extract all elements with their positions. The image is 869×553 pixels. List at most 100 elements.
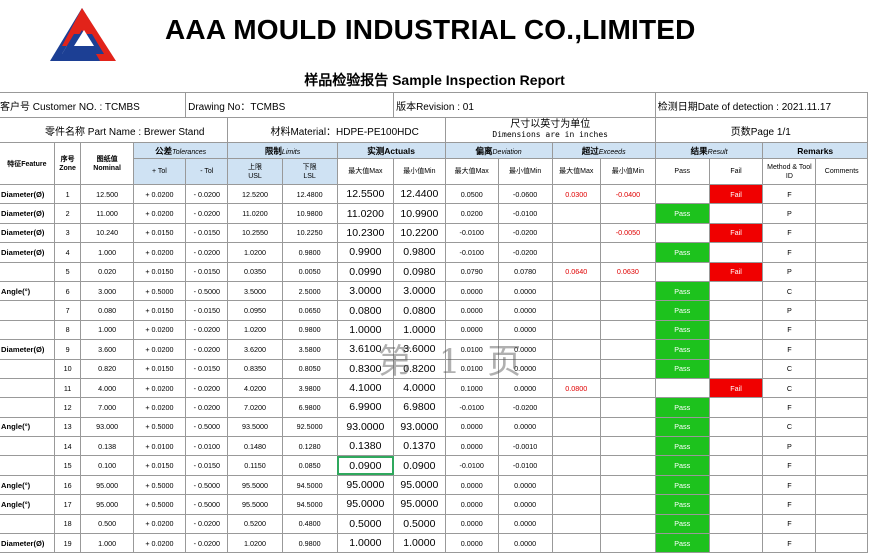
minus-tol-cell[interactable]: - 0.0200: [185, 513, 229, 535]
actual-min-cell[interactable]: 0.0980: [393, 261, 446, 282]
deviation-max-cell[interactable]: 0.0000: [444, 513, 499, 535]
nominal-cell[interactable]: 0.080: [80, 300, 134, 321]
lsl-cell[interactable]: 0.0650: [281, 300, 338, 321]
fail-cell[interactable]: Fail: [708, 377, 764, 399]
exceeds-min-cell[interactable]: [600, 377, 656, 399]
exceeds-max-cell[interactable]: 0.0640: [551, 261, 602, 282]
fail-cell[interactable]: [708, 203, 764, 224]
pass-cell[interactable]: Pass: [654, 358, 710, 379]
exceeds-min-cell[interactable]: [600, 436, 656, 457]
exceeds-min-cell[interactable]: [600, 397, 656, 418]
feature-cell[interactable]: Angle(°): [0, 280, 55, 302]
remarks-header[interactable]: Remarks: [762, 142, 868, 159]
usl-cell[interactable]: 3.5000: [227, 280, 283, 302]
feature-cell[interactable]: Angle(°): [0, 474, 55, 496]
exceeds-min-cell[interactable]: [600, 300, 656, 321]
actual-max-cell[interactable]: 93.0000: [336, 416, 395, 438]
usl-cell[interactable]: 0.8350: [227, 358, 283, 379]
part-name-cell[interactable]: 零件名称 Part Name : Brewer Stand: [0, 117, 229, 143]
feature-cell[interactable]: [0, 455, 55, 476]
exceeds-max-cell[interactable]: 0.0300: [551, 183, 602, 205]
plus-tol-cell[interactable]: + 0.0150: [132, 261, 187, 282]
nominal-cell[interactable]: 12.500: [80, 183, 134, 205]
actual-max-cell[interactable]: 0.8300: [336, 358, 395, 379]
zone-cell[interactable]: 1: [53, 183, 82, 205]
actual-max-cell[interactable]: 0.9900: [336, 242, 395, 263]
plus-tol-cell[interactable]: + 0.0150: [132, 222, 187, 244]
feature-cell[interactable]: [0, 261, 55, 282]
exceeds-max-cell[interactable]: 0.0800: [551, 377, 602, 399]
deviation-max-cell[interactable]: 0.0500: [444, 183, 499, 205]
exceeds-max-cell[interactable]: [551, 319, 602, 341]
method-cell[interactable]: P: [762, 261, 817, 282]
zone-cell[interactable]: 13: [53, 416, 82, 438]
minus-tol-cell[interactable]: - 0.0200: [185, 203, 229, 224]
minus-tol-cell[interactable]: - 0.0200: [185, 377, 229, 399]
deviation-max-cell[interactable]: -0.0100: [444, 222, 499, 244]
usl-cell[interactable]: 1.0200: [227, 242, 283, 263]
comments-cell[interactable]: [815, 183, 868, 205]
method-cell[interactable]: F: [762, 513, 817, 535]
comments-cell[interactable]: [815, 474, 868, 496]
zone-cell[interactable]: 7: [53, 300, 82, 321]
feature-cell[interactable]: [0, 513, 55, 535]
deviation-min-cell[interactable]: -0.0100: [497, 203, 553, 224]
comments-cell[interactable]: [815, 203, 868, 224]
usl-cell[interactable]: 7.0200: [227, 397, 283, 418]
exceeds-min-cell[interactable]: [600, 358, 656, 379]
nominal-cell[interactable]: 1.000: [80, 533, 134, 553]
nominal-cell[interactable]: 0.138: [80, 436, 134, 457]
comments-cell[interactable]: [815, 513, 868, 535]
fail-cell[interactable]: Fail: [708, 183, 764, 205]
exceeds-min-cell[interactable]: [600, 455, 656, 476]
fail-cell[interactable]: [708, 300, 764, 321]
deviation-header[interactable]: 偏离Deviation: [444, 142, 553, 159]
comments-cell[interactable]: [815, 339, 868, 360]
plus-tol-cell[interactable]: + 0.0200: [132, 397, 187, 418]
minus-tol-cell[interactable]: - 0.0200: [185, 339, 229, 360]
method-cell[interactable]: P: [762, 436, 817, 457]
exceeds-min-cell[interactable]: [600, 319, 656, 341]
exceeds-min-cell[interactable]: [600, 533, 656, 553]
fail-cell[interactable]: [708, 397, 764, 418]
method-cell[interactable]: C: [762, 280, 817, 302]
exceeds-min-header[interactable]: 最小值Min: [600, 158, 656, 185]
exceeds-max-cell[interactable]: [551, 242, 602, 263]
exceeds-max-cell[interactable]: [551, 494, 602, 515]
usl-cell[interactable]: 95.5000: [227, 474, 283, 496]
minus-tol-cell[interactable]: - 0.5000: [185, 280, 229, 302]
customer-no-cell[interactable]: 客户号 Customer NO. : TCMBS: [0, 92, 187, 118]
deviation-max-cell[interactable]: 0.0000: [444, 494, 499, 515]
deviation-min-cell[interactable]: 0.0780: [497, 261, 553, 282]
pass-header[interactable]: Pass: [654, 158, 710, 185]
lsl-cell[interactable]: 2.5000: [281, 280, 338, 302]
exceeds-min-cell[interactable]: [600, 474, 656, 496]
zone-cell[interactable]: 10: [53, 358, 82, 379]
feature-cell[interactable]: Diameter(Ø): [0, 222, 55, 244]
method-cell[interactable]: F: [762, 222, 817, 244]
tolerances-header[interactable]: 公差Tolerances: [132, 142, 229, 159]
usl-cell[interactable]: 12.5200: [227, 183, 283, 205]
plus-tol-cell[interactable]: + 0.0100: [132, 436, 187, 457]
method-header[interactable]: Method & Tool ID: [762, 158, 817, 185]
zone-cell[interactable]: 14: [53, 436, 82, 457]
result-header[interactable]: 结果Result: [654, 142, 764, 159]
usl-cell[interactable]: 0.0350: [227, 261, 283, 282]
fail-cell[interactable]: [708, 416, 764, 438]
deviation-min-cell[interactable]: 0.0000: [497, 416, 553, 438]
lsl-cell[interactable]: 0.1280: [281, 436, 338, 457]
feature-cell[interactable]: [0, 300, 55, 321]
deviation-min-cell[interactable]: 0.0000: [497, 300, 553, 321]
deviation-min-header[interactable]: 最小值Min: [497, 158, 553, 185]
deviation-max-cell[interactable]: -0.0100: [444, 397, 499, 418]
feature-cell[interactable]: Diameter(Ø): [0, 242, 55, 263]
pass-cell[interactable]: Pass: [654, 533, 710, 553]
usl-cell[interactable]: 0.1480: [227, 436, 283, 457]
actual-max-header[interactable]: 最大值Max: [336, 158, 395, 185]
feature-cell[interactable]: [0, 377, 55, 399]
actual-min-cell[interactable]: 4.0000: [393, 377, 446, 399]
plus-tol-cell[interactable]: + 0.0200: [132, 242, 187, 263]
fail-cell[interactable]: [708, 319, 764, 341]
minus-tol-cell[interactable]: - 0.0150: [185, 455, 229, 476]
nominal-cell[interactable]: 10.240: [80, 222, 134, 244]
